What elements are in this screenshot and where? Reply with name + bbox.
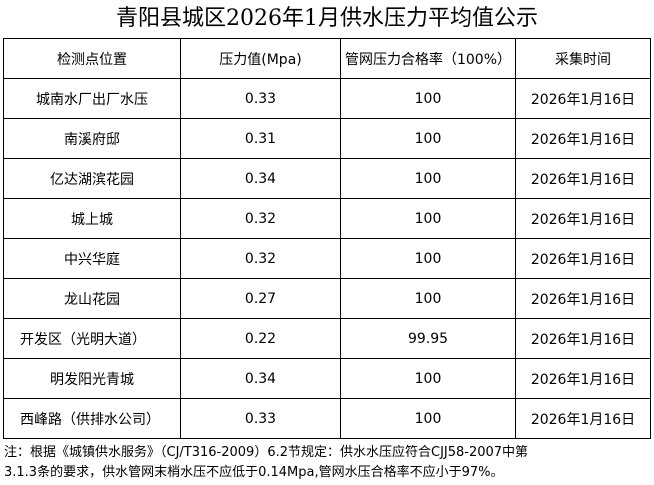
table-cell: 100 <box>340 398 516 439</box>
header-cell: 管网压力合格率（100%） <box>340 38 516 79</box>
table-row: 城南水厂出厂水压 0.33 100 2026年1月16日 <box>3 78 651 119</box>
table-cell: 0.34 <box>180 358 341 399</box>
table-row: 亿达湖滨花园 0.34 100 2026年1月16日 <box>3 158 651 199</box>
table-row: 开发区（光明大道） 0.22 99.95 2026年1月16日 <box>3 318 651 359</box>
table-row: 南溪府邸 0.31 100 2026年1月16日 <box>3 118 651 159</box>
table-cell: 城上城 <box>3 198 181 239</box>
table-cell: 明发阳光青城 <box>3 358 181 399</box>
table-cell: 2026年1月16日 <box>515 358 651 399</box>
table-cell: 100 <box>340 198 516 239</box>
note-line: 注：根据《城镇供水服务》（CJ/T316-2009）6.2节规定：供水水压应符合… <box>4 445 529 460</box>
table-cell: 中兴华庭 <box>3 238 181 279</box>
table-cell: 0.34 <box>180 158 341 199</box>
header-cell: 压力值(Mpa) <box>180 38 341 79</box>
table-cell: 0.22 <box>180 318 341 359</box>
table-cell: 2026年1月16日 <box>515 398 651 439</box>
table-cell: 西峰路（供排水公司） <box>3 398 181 439</box>
header-cell: 采集时间 <box>515 38 651 79</box>
header-row: 检测点位置 压力值(Mpa) 管网压力合格率（100%） 采集时间 <box>3 38 651 79</box>
table-row: 西峰路（供排水公司） 0.33 100 2026年1月16日 <box>3 398 651 439</box>
table-row: 城上城 0.32 100 2026年1月16日 <box>3 198 651 239</box>
table-row: 龙山花园 0.27 100 2026年1月16日 <box>3 278 651 319</box>
title: 青阳县城区2026年1月供水压力平均值公示 <box>116 6 538 31</box>
table-cell: 99.95 <box>340 318 516 359</box>
table-cell: 2026年1月16日 <box>515 158 651 199</box>
table-cell: 100 <box>340 118 516 159</box>
note: 注：根据《城镇供水服务》（CJ/T316-2009）6.2节规定：供水水压应符合… <box>4 443 650 483</box>
table-cell: 0.32 <box>180 238 341 279</box>
table-cell: 100 <box>340 78 516 119</box>
table-cell: 0.32 <box>180 198 341 239</box>
table-cell: 100 <box>340 358 516 399</box>
table-cell: 南溪府邸 <box>3 118 181 159</box>
table-cell: 0.33 <box>180 78 341 119</box>
table-cell: 2026年1月16日 <box>515 118 651 159</box>
table-cell: 2026年1月16日 <box>515 198 651 239</box>
table-cell: 亿达湖滨花园 <box>3 158 181 199</box>
table-row: 明发阳光青城 0.34 100 2026年1月16日 <box>3 358 651 399</box>
note-line: 3.1.3条的要求，供水管网末梢水压不应低于0.14Mpa,管网水压合格率不应小… <box>4 465 504 480</box>
table-cell: 100 <box>340 278 516 319</box>
table-cell: 0.33 <box>180 398 341 439</box>
table-cell: 100 <box>340 238 516 279</box>
table-cell: 2026年1月16日 <box>515 78 651 119</box>
table-cell: 开发区（光明大道） <box>3 318 181 359</box>
table-cell: 100 <box>340 158 516 199</box>
table-cell: 2026年1月16日 <box>515 278 651 319</box>
table-cell: 0.31 <box>180 118 341 159</box>
table-cell: 城南水厂出厂水压 <box>3 78 181 119</box>
table-cell: 2026年1月16日 <box>515 318 651 359</box>
table-cell: 2026年1月16日 <box>515 238 651 279</box>
header-cell: 检测点位置 <box>3 38 181 79</box>
table-cell: 龙山花园 <box>3 278 181 319</box>
table: 检测点位置 压力值(Mpa) 管网压力合格率（100%） 采集时间 城南水厂出厂水压 0.… <box>3 38 651 439</box>
table-row: 中兴华庭 0.32 100 2026年1月16日 <box>3 238 651 279</box>
table-cell: 0.27 <box>180 278 341 319</box>
